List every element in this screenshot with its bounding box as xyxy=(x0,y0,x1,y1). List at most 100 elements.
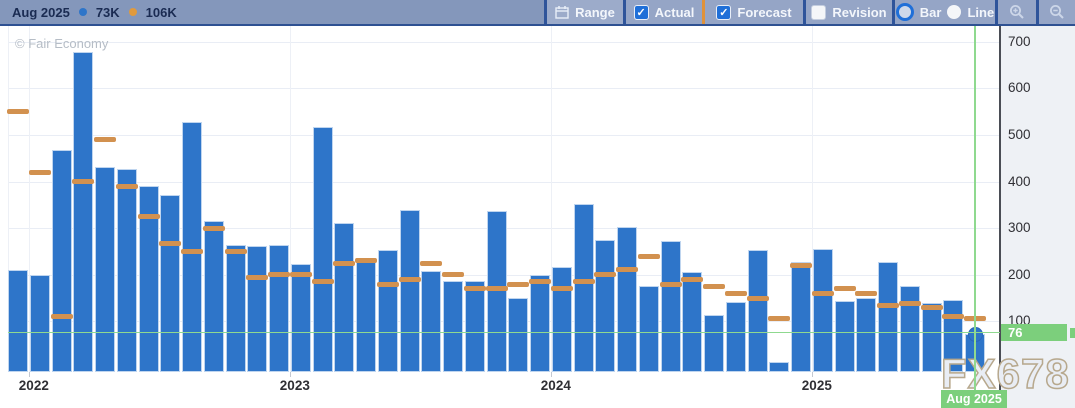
forecast-dash-nov-2024[interactable] xyxy=(768,316,791,322)
forecast-dash-jul-2023[interactable] xyxy=(420,260,443,266)
forecast-dash-may-2024[interactable] xyxy=(637,253,660,259)
bar-jan-2023[interactable] xyxy=(290,264,311,372)
forecast-dash-oct-2022[interactable] xyxy=(224,249,247,254)
bar-mar-2022[interactable] xyxy=(73,52,94,372)
bar-sep-2022[interactable] xyxy=(203,221,224,372)
revision-toggle[interactable]: Revision xyxy=(806,0,892,24)
bar-jan-2025[interactable] xyxy=(812,248,833,372)
forecast-dash-apr-2025[interactable] xyxy=(877,302,899,308)
bar-aug-2024[interactable] xyxy=(704,314,724,372)
forecast-dash-jan-2025[interactable] xyxy=(811,290,834,296)
bar-oct-2023[interactable] xyxy=(486,211,507,372)
forecast-dash-apr-2022[interactable] xyxy=(94,137,116,143)
bar-sep-2023[interactable] xyxy=(464,280,485,372)
forecast-dash-feb-2024[interactable] xyxy=(572,279,595,285)
bar-mar-2024[interactable] xyxy=(595,239,616,372)
bar-mar-2025[interactable] xyxy=(856,297,877,372)
forecast-dash-jul-2022[interactable] xyxy=(159,240,182,246)
forecast-dash-feb-2025[interactable] xyxy=(833,286,856,292)
forecast-dash-apr-2024[interactable] xyxy=(616,266,638,272)
range-button[interactable]: Range xyxy=(547,0,623,24)
forecast-dash-dec-2021[interactable] xyxy=(7,109,29,115)
zoom-in-button[interactable] xyxy=(998,0,1036,24)
bar-apr-2023[interactable] xyxy=(356,258,376,372)
bar-radio-label[interactable]: Bar xyxy=(919,4,942,20)
chart-plot[interactable] xyxy=(0,26,1001,372)
forecast-dash-oct-2023[interactable] xyxy=(485,286,508,292)
forecast-dash-jun-2022[interactable] xyxy=(137,214,160,219)
bar-may-2022[interactable] xyxy=(116,168,137,372)
forecast-dash-mar-2025[interactable] xyxy=(855,290,878,296)
bar-jan-2022[interactable] xyxy=(29,275,50,372)
bar-may-2023[interactable] xyxy=(377,250,398,372)
bar-jul-2024[interactable] xyxy=(682,272,703,372)
forecast-dash-jun-2024[interactable] xyxy=(659,281,682,287)
forecast-dash-feb-2023[interactable] xyxy=(311,279,334,285)
forecast-dash-oct-2024[interactable] xyxy=(746,295,769,301)
bar-dec-2021[interactable] xyxy=(8,270,28,372)
forecast-dash-jun-2023[interactable] xyxy=(398,277,421,282)
forecast-dash-mar-2024[interactable] xyxy=(594,272,617,278)
bar-jun-2025[interactable] xyxy=(921,303,942,372)
bar-nov-2024[interactable] xyxy=(769,362,790,372)
bar-dec-2024[interactable] xyxy=(791,262,811,372)
bar-mar-2023[interactable] xyxy=(334,223,355,372)
bar-apr-2022[interactable] xyxy=(95,167,115,372)
forecast-dash-apr-2023[interactable] xyxy=(355,258,377,264)
forecast-dash-may-2025[interactable] xyxy=(898,301,921,307)
forecast-dash-nov-2023[interactable] xyxy=(507,281,530,287)
zoom-out-button[interactable] xyxy=(1039,0,1075,24)
forecast-dash-sep-2022[interactable] xyxy=(202,225,225,231)
forecast-dash-aug-2024[interactable] xyxy=(703,283,725,289)
bar-oct-2024[interactable] xyxy=(747,249,768,372)
actual-checkbox[interactable]: ✓ xyxy=(633,4,649,20)
bar-jul-2022[interactable] xyxy=(160,194,181,372)
bar-feb-2023[interactable] xyxy=(312,127,333,372)
bar-may-2024[interactable] xyxy=(638,286,659,372)
actual-toggle[interactable]: ✓ Actual xyxy=(626,0,702,24)
forecast-dash-sep-2023[interactable] xyxy=(463,286,486,292)
bar-dec-2023[interactable] xyxy=(530,275,550,372)
forecast-dash-jun-2025[interactable] xyxy=(920,304,943,310)
forecast-dash-may-2022[interactable] xyxy=(115,183,138,189)
forecast-dash-jan-2024[interactable] xyxy=(550,286,573,292)
forecast-dash-jul-2025[interactable] xyxy=(942,314,965,320)
forecast-dash-jan-2022[interactable] xyxy=(28,169,51,175)
bar-feb-2024[interactable] xyxy=(573,203,594,372)
forecast-dash-aug-2022[interactable] xyxy=(181,249,203,254)
bar-aug-2023[interactable] xyxy=(443,280,463,372)
forecast-dash-dec-2024[interactable] xyxy=(790,263,812,268)
forecast-dash-dec-2022[interactable] xyxy=(268,272,290,278)
forecast-checkbox[interactable]: ✓ xyxy=(716,4,732,20)
bar-jul-2023[interactable] xyxy=(421,270,442,372)
bar-dec-2022[interactable] xyxy=(269,245,289,372)
bar-nov-2022[interactable] xyxy=(247,246,268,372)
bar-feb-2025[interactable] xyxy=(834,301,855,372)
bar-aug-2022[interactable] xyxy=(182,122,202,372)
bar-jun-2023[interactable] xyxy=(399,210,420,372)
forecast-dash-mar-2022[interactable] xyxy=(72,179,95,185)
forecast-dash-sep-2024[interactable] xyxy=(724,290,747,296)
forecast-dash-jan-2023[interactable] xyxy=(289,272,312,278)
bar-radio[interactable] xyxy=(895,3,914,21)
forecast-dash-nov-2022[interactable] xyxy=(246,274,269,280)
forecast-dash-may-2023[interactable] xyxy=(376,281,399,287)
bar-apr-2024[interactable] xyxy=(617,226,637,372)
bar-oct-2022[interactable] xyxy=(225,245,246,372)
bar-feb-2022[interactable] xyxy=(51,150,72,372)
bar-may-2025[interactable] xyxy=(899,285,920,372)
line-radio[interactable] xyxy=(947,5,962,19)
bar-jun-2024[interactable] xyxy=(660,241,681,372)
bar-apr-2025[interactable] xyxy=(878,261,898,372)
bar-nov-2023[interactable] xyxy=(508,298,529,372)
forecast-dash-mar-2023[interactable] xyxy=(333,260,356,266)
bar-jun-2022[interactable] xyxy=(138,186,159,372)
revision-checkbox[interactable] xyxy=(811,4,827,20)
bar-sep-2024[interactable] xyxy=(725,301,746,372)
forecast-dash-jul-2024[interactable] xyxy=(681,277,704,282)
forecast-dash-aug-2023[interactable] xyxy=(442,272,464,278)
bar-jan-2024[interactable] xyxy=(551,267,572,372)
line-radio-label[interactable]: Line xyxy=(967,4,995,20)
forecast-toggle[interactable]: ✓ Forecast xyxy=(705,0,803,24)
forecast-dash-dec-2023[interactable] xyxy=(529,279,551,285)
